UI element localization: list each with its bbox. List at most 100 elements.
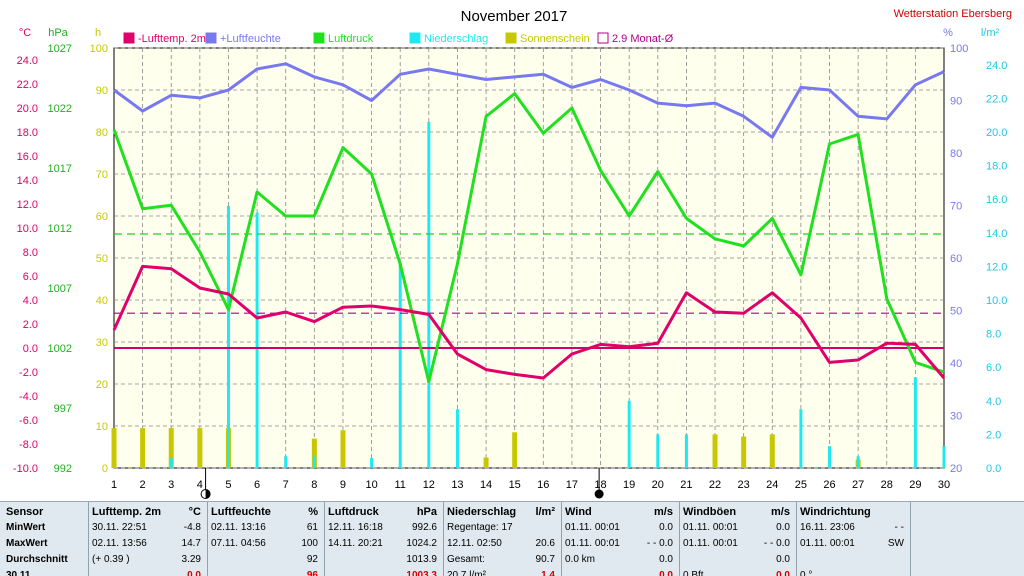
grid [113, 47, 945, 469]
stats-value: - - 0.0 [646, 538, 673, 549]
x-tick-label: 27 [852, 479, 864, 491]
x-tick-label: 10 [365, 479, 377, 491]
lines [112, 62, 946, 384]
pressure-tick-label: 997 [54, 403, 72, 415]
stats-row-label: 12.11. 02:50 [447, 538, 502, 549]
hours-tick-label: 20 [96, 379, 108, 391]
stats-row-label: 12.11. 16:18 [328, 522, 383, 533]
temperature-line [112, 264, 946, 380]
temp-tick-label: 4.0 [23, 295, 38, 307]
stats-column: Luftdruck hPa 12.11. 16:18 14.11. 20:21 992.… [324, 502, 444, 576]
stats-column: Sensor MinWert MaxWert Durchschnitt 30.11. [2, 502, 89, 576]
weather-chart: November 2017 Wetterstation Ebersberg °C… [12, 8, 1012, 499]
stats-value: 1.4 [541, 570, 555, 576]
temp-tick-label: 20.0 [17, 103, 38, 115]
hours-tick-label: 80 [96, 127, 108, 139]
stats-value: 1013.9 [406, 554, 437, 565]
precipitation-bar [370, 457, 374, 468]
stats-header: Windböen [683, 506, 737, 518]
axis-unit-pressure: hPa [48, 27, 68, 39]
legend-label: 2.9 Monat-Ø [612, 33, 674, 45]
x-tick-label: 5 [225, 479, 231, 491]
stats-row-label: 01.11. 00:01 [565, 522, 620, 533]
stats-header: Wind [565, 506, 592, 518]
hours-tick-label: 10 [96, 421, 108, 433]
precipitation-bar [169, 457, 173, 468]
stats-value: SW [887, 538, 904, 549]
stats-row-label: Gesamt: [447, 554, 485, 565]
precip-tick-label: 4.0 [986, 396, 1001, 408]
humidity-tick-label: 70 [950, 201, 962, 213]
stats-value: 100 [301, 538, 318, 549]
x-tick-label: 18 [594, 479, 606, 491]
precipitation-bar [627, 400, 631, 468]
x-tick-label: 25 [795, 479, 807, 491]
temp-tick-label: 6.0 [23, 271, 38, 283]
stats-row-label: 30.11. [6, 570, 34, 576]
temp-tick-label: 14.0 [17, 175, 38, 187]
legend-label: Luftdruck [328, 33, 374, 45]
stats-value: 1003.3 [406, 570, 437, 576]
pressure-tick-label: 992 [54, 463, 72, 475]
humidity-tick-label: 20 [950, 463, 962, 475]
bars [111, 121, 946, 469]
stats-value: 1024.2 [406, 538, 437, 549]
stats-header: Luftfeuchte [211, 506, 271, 518]
x-tick-label: 28 [881, 479, 893, 491]
hours-tick-label: 100 [90, 43, 108, 55]
x-tick-label: 6 [254, 479, 260, 491]
temp-tick-label: 8.0 [23, 247, 38, 259]
axis-unit-hours: h [95, 27, 101, 39]
legend-label: -Lufttemp. 2m [138, 33, 206, 45]
stats-value: 20.6 [535, 538, 555, 549]
temp-tick-label: 18.0 [17, 127, 38, 139]
stats-value: 0.0 [659, 554, 673, 565]
legend-swatch [313, 32, 325, 44]
temp-tick-label: 10.0 [17, 223, 38, 235]
hours-tick-label: 30 [96, 337, 108, 349]
stats-unit: °C [188, 506, 201, 518]
hours-tick-label: 90 [96, 85, 108, 97]
pressure-line [112, 92, 945, 384]
sunshine-bar [741, 436, 747, 468]
temp-tick-label: 16.0 [17, 151, 38, 163]
hours-tick-label: 70 [96, 169, 108, 181]
sunshine-bar [512, 432, 518, 468]
stats-row-label: 01.11. 00:01 [683, 538, 738, 549]
legend-label: Sonnenschein [520, 33, 590, 45]
pressure-tick-label: 1007 [48, 283, 72, 295]
stats-row-label: 0.0 km [565, 554, 596, 565]
precip-tick-label: 8.0 [986, 329, 1001, 341]
stats-header: Niederschlag [447, 506, 517, 518]
precipitation-bar [856, 456, 860, 468]
stats-column: Niederschlag l/m² Regentage: 17 12.11. 02:5… [443, 502, 562, 576]
x-axis: 1 2 3 4 5 6 7 8 9 10 11 12 13 14 15 16 17 18 19 20 21 22 23 24 2… [111, 468, 950, 499]
stats-row-label: 02.11. 13:16 [211, 522, 266, 533]
humidity-tick-label: 60 [950, 253, 962, 265]
stats-value: 90.7 [535, 554, 555, 565]
stats-header: Sensor [6, 506, 44, 518]
stats-value: 0.0 [776, 522, 790, 533]
pressure-tick-label: 1017 [48, 163, 72, 175]
stats-unit: l/m² [535, 506, 555, 518]
stats-value: -4.8 [183, 522, 201, 533]
x-tick-label: 13 [451, 479, 463, 491]
legend-label: Niederschlag [424, 33, 488, 45]
temp-tick-label: -2.0 [19, 367, 38, 379]
x-tick-label: 23 [738, 479, 750, 491]
axes: 24.0 22.0 20.0 18.0 16.0 14.0 12.0 10.0 8.0 6.0 4.… [13, 43, 1008, 475]
stats-column: Windrichtung 16.11. 23:06 01.11. 00:01 0 ° -… [796, 502, 911, 576]
stats-row-label: 16.11. 23:06 [800, 522, 855, 533]
temp-tick-label: -6.0 [19, 415, 38, 427]
legend-swatch [409, 32, 421, 44]
stats-row-label: Durchschnitt [6, 554, 68, 565]
stats-row-label: 07.11. 04:56 [211, 538, 266, 549]
x-tick-label: 30 [938, 479, 950, 491]
temp-tick-label: 22.0 [17, 79, 38, 91]
temp-tick-label: 24.0 [17, 55, 38, 67]
x-tick-label: 15 [509, 479, 521, 491]
stats-row-label: (+ 0.39 ) [92, 554, 130, 565]
pressure-tick-label: 1022 [48, 103, 72, 115]
precipitation-bar [913, 377, 917, 468]
sunshine-bar [712, 434, 718, 468]
